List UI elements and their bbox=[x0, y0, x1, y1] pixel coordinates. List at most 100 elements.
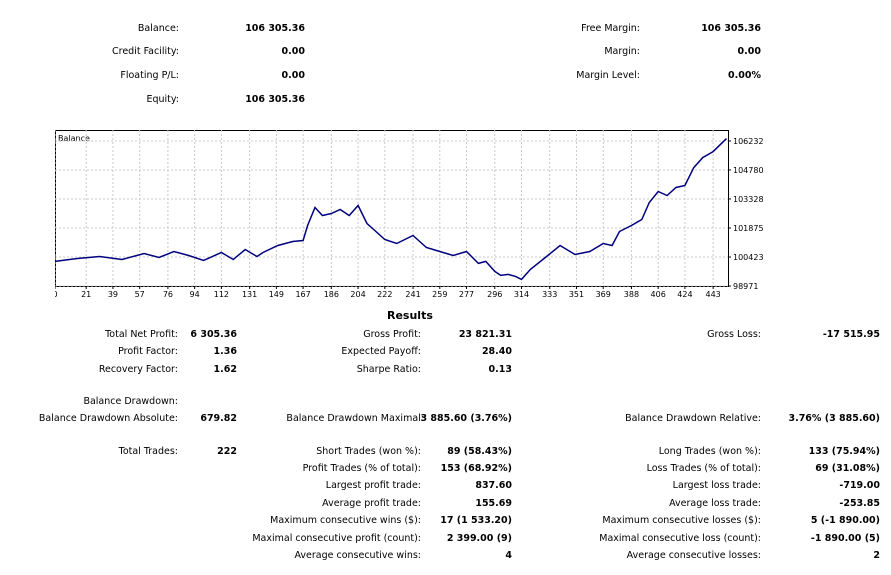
y-tick-label: 103328 bbox=[733, 195, 764, 204]
free-margin-value: 106 305.36 bbox=[701, 23, 761, 34]
margin-level-label: Margin Level: bbox=[576, 70, 640, 81]
x-tick-label: 443 bbox=[706, 290, 721, 299]
x-tick-label: 259 bbox=[432, 290, 447, 299]
sharpe-ratio-label: Sharpe Ratio: bbox=[356, 364, 421, 375]
x-tick-label: 57 bbox=[135, 290, 145, 299]
gross-loss-label: Gross Loss: bbox=[707, 329, 761, 340]
balance-chart: Balance 0 21 39 57 76 94 112 131 149 167 186 204 222… bbox=[55, 130, 764, 299]
expected-payoff-value: 28.40 bbox=[481, 346, 512, 357]
y-tick-label: 100423 bbox=[733, 253, 764, 262]
x-tick-label: 277 bbox=[459, 290, 474, 299]
largest-profit-label: Largest profit trade: bbox=[325, 480, 421, 491]
total-net-profit-label: Total Net Profit: bbox=[105, 329, 178, 340]
balance-series-line bbox=[55, 138, 728, 281]
results-title: Results bbox=[387, 309, 433, 322]
gross-profit-value: 23 821.31 bbox=[458, 329, 512, 340]
max-cons-losses-value: 5 (-1 890.00) bbox=[810, 515, 880, 526]
avg-cons-losses-value: 2 bbox=[873, 550, 880, 561]
x-tick-label: 388 bbox=[624, 290, 639, 299]
balance-drawdown-label: Balance Drawdown: bbox=[83, 396, 178, 407]
maximal-cons-loss-label: Maximal consecutive loss (count): bbox=[599, 533, 761, 544]
margin-value: 0.00 bbox=[737, 46, 761, 57]
short-trades-value: 89 (58.43%) bbox=[447, 446, 512, 457]
max-cons-losses-label: Maximum consecutive losses ($): bbox=[602, 515, 761, 526]
credit-facility-value: 0.00 bbox=[281, 46, 305, 57]
x-tick-label: 314 bbox=[514, 290, 529, 299]
chart-plot-area bbox=[55, 130, 729, 287]
equity-value: 106 305.36 bbox=[245, 94, 305, 105]
maximal-cons-profit-value: 2 399.00 (9) bbox=[446, 533, 512, 544]
long-trades-value: 133 (75.94%) bbox=[808, 446, 880, 457]
x-tick-label: 351 bbox=[569, 290, 584, 299]
profit-factor-value: 1.36 bbox=[213, 346, 237, 357]
bd-relative-value: 3.76% (3 885.60) bbox=[788, 413, 880, 424]
avg-cons-wins-value: 4 bbox=[505, 550, 512, 561]
x-tick-label: 369 bbox=[596, 290, 611, 299]
x-tick-label: 39 bbox=[108, 290, 118, 299]
avg-loss-value: -253.85 bbox=[839, 498, 880, 509]
balance-value: 106 305.36 bbox=[245, 23, 305, 34]
x-tick-label: 406 bbox=[651, 290, 666, 299]
max-cons-wins-label: Maximum consecutive wins ($): bbox=[270, 515, 421, 526]
floating-pl-label: Floating P/L: bbox=[120, 70, 179, 81]
avg-profit-value: 155.69 bbox=[475, 498, 512, 509]
profit-factor-label: Profit Factor: bbox=[118, 346, 178, 357]
floating-pl-value: 0.00 bbox=[281, 70, 305, 81]
x-tick-label: 204 bbox=[350, 290, 365, 299]
largest-loss-label: Largest loss trade: bbox=[672, 480, 761, 491]
x-tick-label: 76 bbox=[163, 290, 173, 299]
chart-title: Balance bbox=[58, 134, 90, 143]
total-trades-value: 222 bbox=[217, 446, 237, 457]
x-tick-label: 112 bbox=[214, 290, 229, 299]
long-trades-label: Long Trades (won %): bbox=[658, 446, 761, 457]
largest-profit-value: 837.60 bbox=[475, 480, 512, 491]
recovery-factor-value: 1.62 bbox=[213, 364, 237, 375]
total-net-profit-value: 6 305.36 bbox=[190, 329, 237, 340]
x-tick-label: 21 bbox=[81, 290, 91, 299]
x-tick-label: 186 bbox=[324, 290, 339, 299]
sharpe-ratio-value: 0.13 bbox=[488, 364, 512, 375]
x-tick-label: 241 bbox=[405, 290, 420, 299]
credit-facility-label: Credit Facility: bbox=[111, 46, 179, 57]
loss-trades-label: Loss Trades (% of total): bbox=[646, 463, 761, 474]
profit-trades-label: Profit Trades (% of total): bbox=[302, 463, 421, 474]
avg-profit-label: Average profit trade: bbox=[322, 498, 421, 509]
gross-loss-value: -17 515.95 bbox=[822, 329, 880, 340]
expected-payoff-label: Expected Payoff: bbox=[341, 346, 421, 357]
bd-relative-label: Balance Drawdown Relative: bbox=[625, 413, 761, 424]
profit-trades-value: 153 (68.92%) bbox=[440, 463, 512, 474]
y-tick-label: 104780 bbox=[733, 166, 764, 175]
x-tick-label: 167 bbox=[295, 290, 310, 299]
x-tick-label: 0 bbox=[55, 290, 58, 299]
bd-maximal-label: Balance Drawdown Maximal: bbox=[286, 413, 424, 424]
x-tick-label: 131 bbox=[242, 290, 257, 299]
x-tick-label: 94 bbox=[190, 290, 200, 299]
y-tick-label: 106232 bbox=[733, 137, 764, 146]
avg-cons-wins-label: Average consecutive wins: bbox=[294, 550, 421, 561]
bd-absolute-value: 679.82 bbox=[200, 413, 237, 424]
max-cons-wins-value: 17 (1 533.20) bbox=[440, 515, 512, 526]
recovery-factor-label: Recovery Factor: bbox=[98, 364, 178, 375]
maximal-cons-loss-value: -1 890.00 (5) bbox=[810, 533, 880, 544]
gross-profit-label: Gross Profit: bbox=[363, 329, 421, 340]
bd-absolute-label: Balance Drawdown Absolute: bbox=[38, 413, 178, 424]
margin-level-value: 0.00% bbox=[728, 70, 761, 81]
bd-maximal-value: 3 885.60 (3.76%) bbox=[420, 413, 512, 424]
total-trades-label: Total Trades: bbox=[118, 446, 178, 457]
maximal-cons-profit-label: Maximal consecutive profit (count): bbox=[252, 533, 421, 544]
y-tick-label: 101875 bbox=[733, 224, 764, 233]
balance-label: Balance: bbox=[137, 23, 179, 34]
largest-loss-value: -719.00 bbox=[839, 480, 880, 491]
loss-trades-value: 69 (31.08%) bbox=[815, 463, 880, 474]
avg-loss-label: Average loss trade: bbox=[669, 498, 761, 509]
x-tick-label: 296 bbox=[487, 290, 502, 299]
x-tick-label: 424 bbox=[677, 290, 692, 299]
equity-label: Equity: bbox=[146, 94, 179, 105]
x-tick-label: 149 bbox=[269, 290, 284, 299]
x-tick-label: 333 bbox=[542, 290, 557, 299]
avg-cons-losses-label: Average consecutive losses: bbox=[626, 550, 761, 561]
short-trades-label: Short Trades (won %): bbox=[316, 446, 421, 457]
free-margin-label: Free Margin: bbox=[581, 23, 640, 34]
margin-label: Margin: bbox=[604, 46, 640, 57]
y-tick-label: 98971 bbox=[733, 282, 758, 291]
